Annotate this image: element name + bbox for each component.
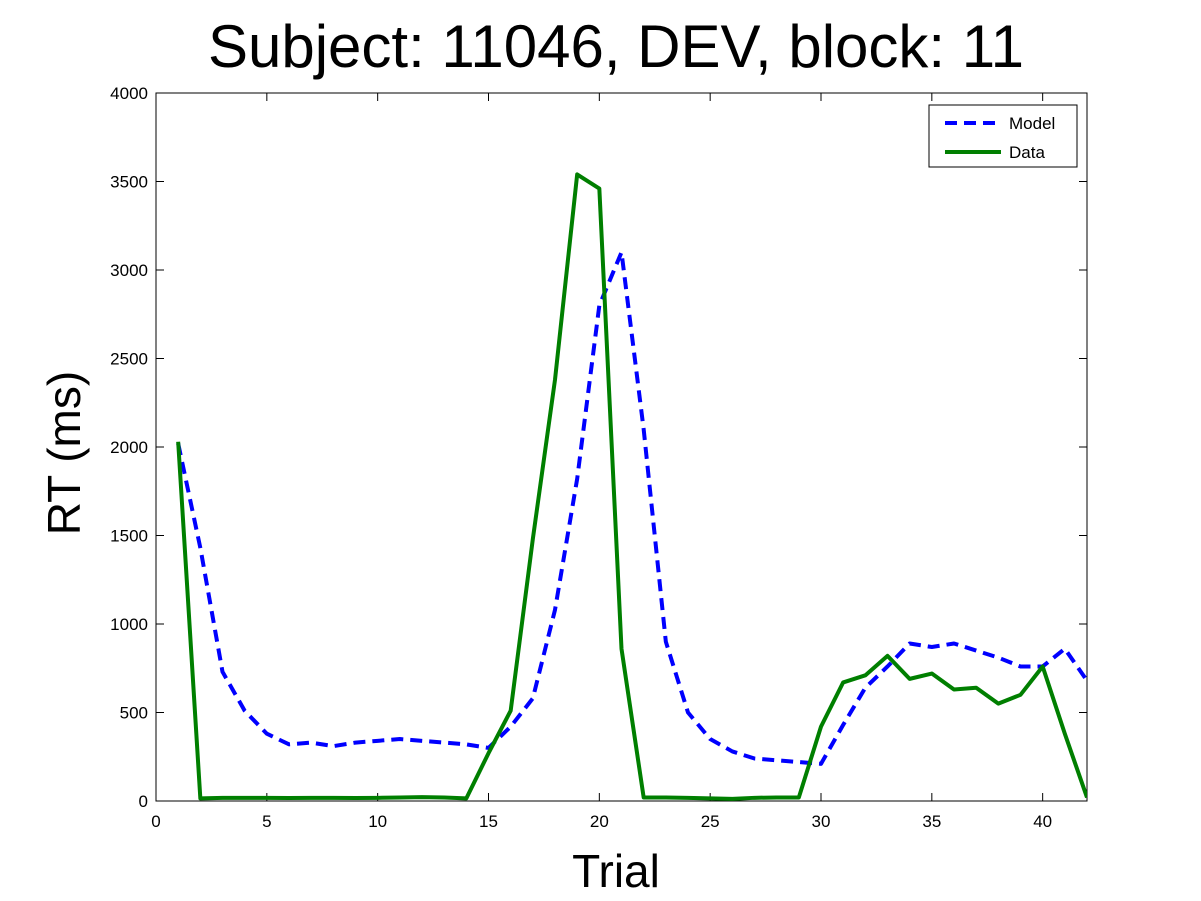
series-layer xyxy=(176,172,1087,801)
legend-label-data: Data xyxy=(1009,143,1045,162)
x-tick-label: 0 xyxy=(151,812,160,831)
y-tick-label: 0 xyxy=(139,792,148,811)
y-tick-label: 1000 xyxy=(110,615,148,634)
y-tick-label: 2000 xyxy=(110,438,148,457)
chart-title: Subject: 11046, DEV, block: 11 xyxy=(208,13,1024,80)
y-tick-label: 2500 xyxy=(110,350,148,369)
y-tick-label: 4000 xyxy=(110,84,148,103)
y-axis-label: RT (ms) xyxy=(38,371,90,535)
x-axis-label: Trial xyxy=(572,845,660,897)
y-tick-label: 1500 xyxy=(110,527,148,546)
y-tick-label: 3500 xyxy=(110,173,148,192)
x-tick-label: 20 xyxy=(590,812,609,831)
legend-label-model: Model xyxy=(1009,114,1055,133)
y-tick-label: 3000 xyxy=(110,261,148,280)
series-line-data xyxy=(176,172,1087,801)
plot-area: 0 500 1000 1500 2000 2500 3000 3500 4000 0 5 10 15 2… xyxy=(110,84,1088,831)
y-axis: 0 500 1000 1500 2000 2500 3000 3500 4000 xyxy=(110,84,1087,811)
x-tick-label: 25 xyxy=(701,812,720,831)
x-tick-label: 30 xyxy=(812,812,831,831)
legend-box xyxy=(928,104,1078,168)
x-tick-label: 10 xyxy=(368,812,387,831)
series-line-model xyxy=(176,250,1087,766)
y-tick-label: 500 xyxy=(120,704,148,723)
x-tick-label: 15 xyxy=(479,812,498,831)
legend: Model Data xyxy=(928,104,1078,168)
x-tick-label: 40 xyxy=(1033,812,1052,831)
x-tick-label: 5 xyxy=(262,812,271,831)
x-tick-label: 35 xyxy=(922,812,941,831)
